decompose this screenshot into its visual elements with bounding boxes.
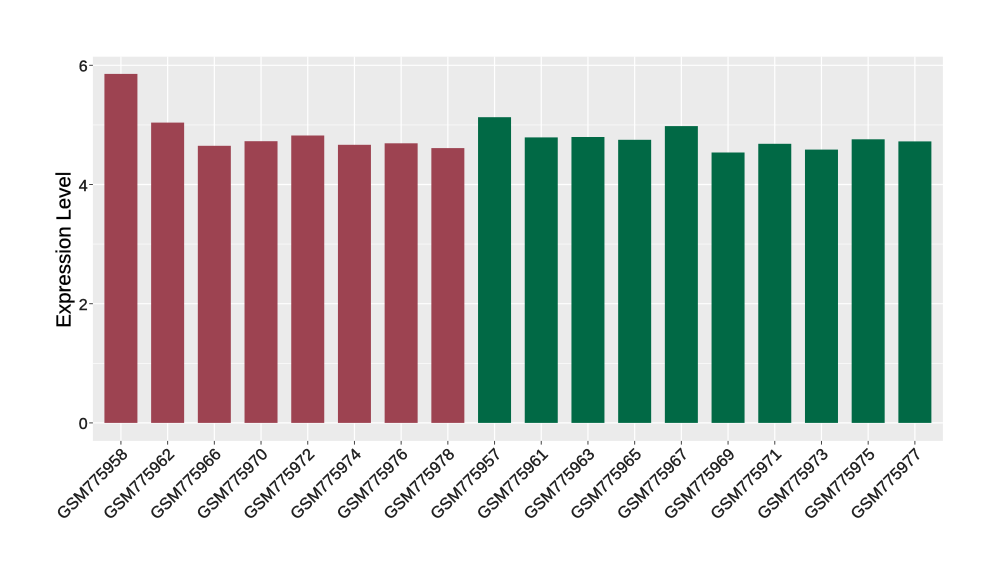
svg-text:2: 2 [79,297,88,314]
svg-text:Expression Level: Expression Level [53,172,76,328]
svg-text:4: 4 [79,178,88,195]
svg-text:0: 0 [79,416,88,433]
svg-text:6: 6 [79,59,88,76]
